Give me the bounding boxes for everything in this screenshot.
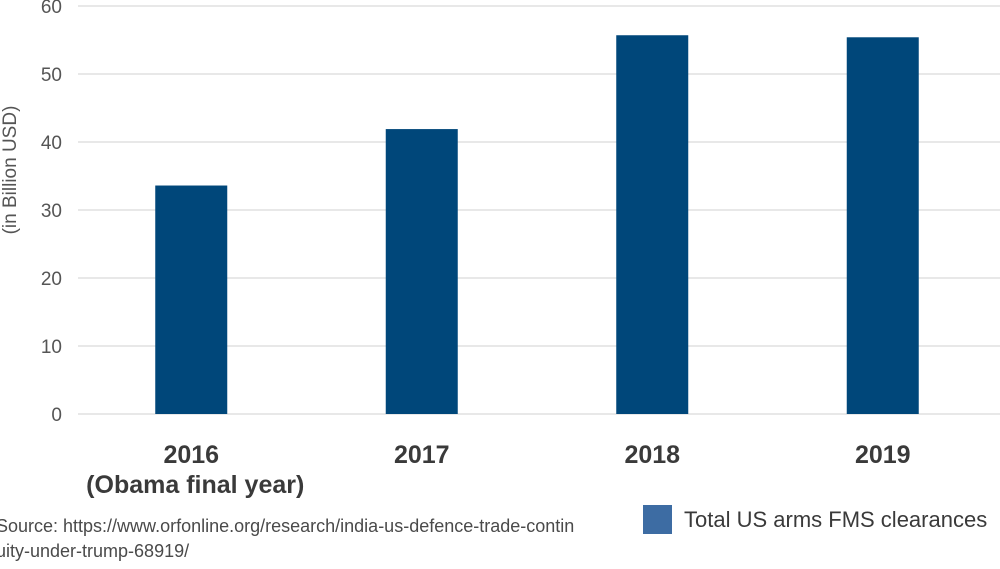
y-axis-label: (in Billion USD) [0, 106, 21, 235]
bar-2016 [155, 185, 228, 414]
y-tick-label: 20 [41, 269, 62, 290]
x-tick-label: 2016 [163, 441, 219, 469]
y-tick-label: 10 [41, 337, 62, 358]
legend-label: Total US arms FMS clearances [684, 506, 988, 532]
y-tick-label: 30 [41, 201, 62, 222]
x-tick-label: 2017 [394, 441, 450, 469]
x-tick-label: 2018 [624, 441, 680, 469]
y-tick-label: 50 [41, 65, 62, 86]
x-tick-sublabel: (Obama final year) [86, 471, 304, 499]
bars [155, 35, 919, 415]
y-tick-label: 60 [41, 0, 62, 18]
gridlines [78, 5, 1000, 415]
legend-swatch [643, 505, 672, 534]
legend: Total US arms FMS clearances [643, 505, 987, 534]
bar-2018 [616, 35, 689, 415]
y-tick-label: 0 [51, 405, 62, 426]
source-note: Source: https://www.orfonline.org/resear… [0, 516, 575, 561]
y-tick-label: 40 [41, 133, 62, 154]
x-axis-ticks: 2016(Obama final year) 2017 2018 2019 [86, 441, 910, 499]
y-axis-ticks: 0 10 20 30 40 50 60 [41, 0, 62, 426]
bar-2019 [846, 37, 919, 414]
bar-2017 [385, 129, 458, 414]
x-tick-label: 2019 [855, 441, 911, 469]
